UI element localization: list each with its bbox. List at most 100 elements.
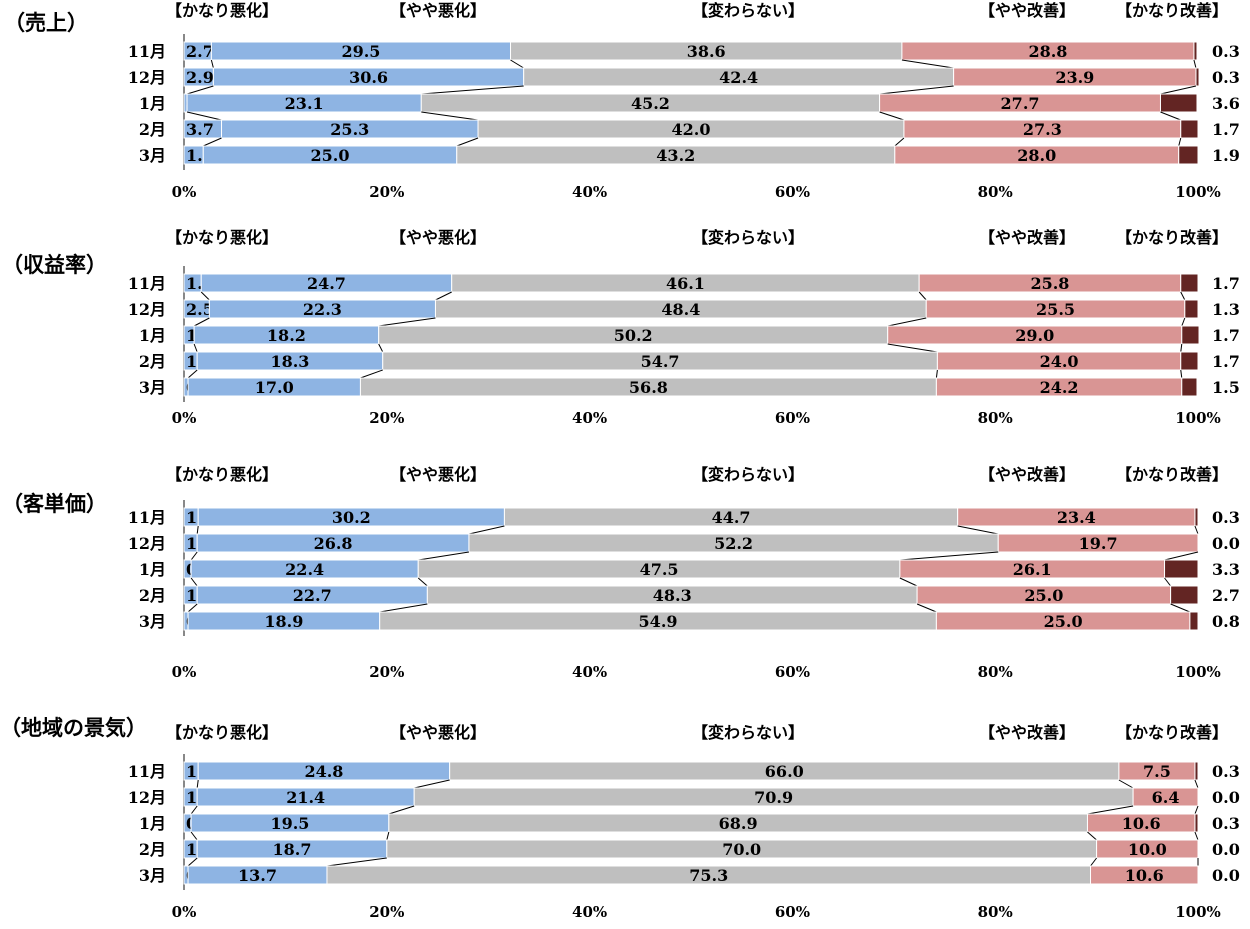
chart-2-legend-3: 【変わらない】 (692, 228, 804, 247)
chart-3-value-3-4: 26.1 (1013, 560, 1052, 579)
chart-4-value-1-2: 24.8 (304, 762, 343, 781)
chart-2-value-4-3: 54.7 (641, 352, 680, 371)
chart-3-title: （客単価） (2, 491, 107, 516)
chart-1-value-4-3: 42.0 (672, 120, 711, 139)
chart-2-legend-4: 【やや改善】 (979, 228, 1075, 247)
chart-4-tick-40pct: 40% (572, 903, 607, 921)
chart-4-legend-1: 【かなり悪化】 (166, 723, 278, 742)
chart-4-connector-2-1 (190, 805, 198, 815)
chart-2-value-3-4: 29.0 (1015, 326, 1054, 345)
chart-2-category-3: 1月 (139, 326, 166, 345)
chart-4-value-4-2: 18.7 (273, 840, 312, 859)
chart-2-legend-1: 【かなり悪化】 (166, 228, 278, 247)
chart-3-legend-3: 【変わらない】 (692, 465, 804, 484)
chart-2-value-5-3: 56.8 (629, 378, 668, 397)
chart-1-connector-1-1 (210, 59, 214, 69)
chart-3-legend-2: 【やや悪化】 (390, 465, 486, 484)
chart-1-connector-4-1 (203, 137, 222, 147)
chart-4-value-5-5: 0.0 (1212, 866, 1240, 885)
chart-1-value-1-4: 28.8 (1028, 42, 1067, 61)
chart-2-value-4-4: 24.0 (1040, 352, 1079, 371)
chart-1-tick-0pct: 0% (172, 183, 197, 201)
chart-4-connector-3-4 (1194, 831, 1199, 841)
chart-1-connector-4-3 (894, 137, 905, 147)
chart-1-value-2-3: 42.4 (719, 68, 758, 87)
chart-2-value-3-2: 18.2 (267, 326, 306, 345)
chart-4-bar-1-segment-5 (1194, 761, 1199, 781)
chart-1-legend-1: 【かなり悪化】 (166, 1, 278, 20)
chart-3-bar-3-segment-5 (1164, 559, 1199, 579)
chart-3-value-3-3: 47.5 (640, 560, 679, 579)
chart-2-connector-4-2 (360, 369, 383, 379)
chart-2-value-3-5: 1.7 (1212, 326, 1240, 345)
chart-1-value-4-4: 27.3 (1023, 120, 1062, 139)
chart-2-value-5-4: 24.2 (1040, 378, 1079, 397)
chart-4-legend-5: 【かなり改善】 (1116, 723, 1228, 742)
chart-2-tick-20pct: 20% (369, 409, 404, 427)
chart-3-value-2-4: 19.7 (1079, 534, 1118, 553)
chart-4-value-4-3: 70.0 (722, 840, 761, 859)
chart-1-tick-40pct: 40% (572, 183, 607, 201)
chart-3-connector-2-2 (418, 551, 470, 561)
chart-2-bar-4-segment-5 (1180, 351, 1199, 371)
chart-3-category-5: 3月 (139, 612, 166, 631)
chart-4-value-5-2: 13.7 (238, 866, 277, 885)
chart-1-value-3-5: 3.6 (1212, 94, 1240, 113)
chart-1-value-1-2: 29.5 (341, 42, 380, 61)
chart-3-value-2-2: 26.8 (314, 534, 353, 553)
chart-3-value-2-3: 52.2 (714, 534, 753, 553)
chart-3-connector-3-3 (899, 577, 918, 587)
chart-2-value-5-5: 1.5 (1212, 378, 1240, 397)
chart-1-bar-3-segment-5 (1159, 93, 1198, 113)
chart-4-connector-1-2 (414, 779, 450, 789)
chart-1-value-5-4: 28.0 (1017, 146, 1056, 165)
chart-1-value-2-4: 23.9 (1055, 68, 1094, 87)
chart-2-value-2-2: 22.3 (303, 300, 342, 319)
chart-1-value-3-2: 23.1 (285, 94, 324, 113)
chart-3-tick-40pct: 40% (572, 663, 607, 681)
chart-4-tick-80pct: 80% (978, 903, 1013, 921)
chart-1-value-4-1: 3.7 (186, 120, 214, 139)
chart-3-connector-2-1 (190, 551, 198, 561)
chart-3-connector-2-4 (1164, 551, 1199, 561)
chart-2-value-1-5: 1.7 (1212, 274, 1240, 293)
chart-3-tick-60pct: 60% (775, 663, 810, 681)
chart-3-connector-3-2 (417, 577, 428, 587)
chart-3-connector-4-3 (916, 603, 937, 613)
chart-3-connector-1-4 (1194, 525, 1199, 535)
chart-4-tick-60pct: 60% (775, 903, 810, 921)
chart-4-connector-3-1 (190, 831, 198, 841)
chart-3-category-4: 2月 (139, 586, 166, 605)
chart-1-connector-4-2 (456, 137, 479, 147)
chart-1-tick-80pct: 80% (978, 183, 1013, 201)
chart-1-connector-4-4 (1178, 137, 1182, 147)
chart-1-connector-2-4 (1160, 85, 1197, 95)
chart-1-connector-1-2 (510, 59, 524, 69)
chart-3-bar-1-segment-5 (1194, 507, 1199, 527)
chart-2-value-3-3: 50.2 (614, 326, 653, 345)
chart-2-value-2-1: 2.5 (186, 300, 214, 319)
chart-4-value-5-3: 75.3 (689, 866, 728, 885)
chart-1-tick-60pct: 60% (775, 183, 810, 201)
chart-1-bar-4-segment-5 (1180, 119, 1199, 139)
chart-4-connector-1-3 (1118, 779, 1134, 789)
chart-3-value-3-2: 22.4 (285, 560, 324, 579)
chart-4-legend-3: 【変わらない】 (692, 723, 804, 742)
chart-2-category-2: 12月 (128, 300, 166, 319)
chart-3-category-3: 1月 (139, 560, 166, 579)
chart-4-connector-2-4 (1194, 805, 1199, 815)
chart-4-value-2-2: 21.4 (286, 788, 325, 807)
chart-1-tick-20pct: 20% (369, 183, 404, 201)
chart-1-value-5-5: 1.9 (1212, 146, 1240, 165)
chart-1-legend-2: 【やや悪化】 (390, 1, 486, 20)
chart-1-title: （売上） (4, 10, 88, 35)
chart-4-connector-3-2 (386, 831, 390, 841)
chart-1-connector-1-4 (1193, 59, 1197, 69)
chart-2-connector-1-2 (435, 291, 452, 301)
chart-3-bar-2-segment-4 (997, 533, 1199, 553)
chart-2-category-5: 3月 (139, 378, 166, 397)
chart-1-connector-2-3 (879, 85, 954, 95)
chart-2-connector-1-4 (1180, 291, 1186, 301)
chart-1-connector-3-3 (879, 111, 905, 121)
chart-2-connector-3-2 (378, 343, 384, 353)
